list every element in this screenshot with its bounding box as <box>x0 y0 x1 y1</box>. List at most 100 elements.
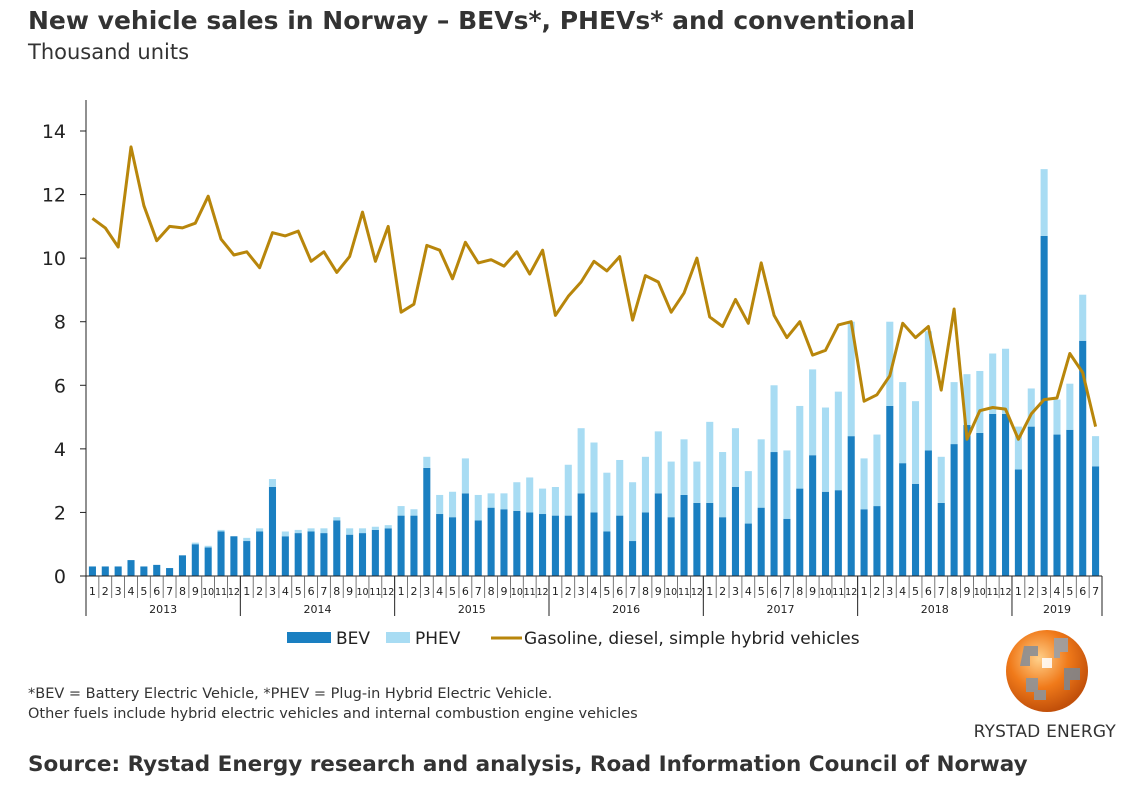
x-tick-label: 7 <box>938 585 945 598</box>
x-tick-label: 6 <box>308 585 315 598</box>
bar-bev <box>358 533 367 576</box>
bar-bev <box>1066 429 1074 576</box>
bar-bev <box>436 514 444 576</box>
bar-phev <box>243 537 251 542</box>
x-tick-label: 6 <box>462 585 469 598</box>
bar-phev <box>526 477 534 513</box>
bar-bev <box>114 566 122 576</box>
x-tick-label: 6 <box>616 585 623 598</box>
x-tick-label: 1 <box>243 585 250 598</box>
x-tick-label: 1 <box>1015 585 1022 598</box>
bar-phev <box>911 401 920 484</box>
bar-bev <box>834 490 842 576</box>
bar-bev <box>384 528 392 576</box>
bar-bev <box>346 534 354 576</box>
x-tick-label: 7 <box>1092 585 1099 598</box>
bar-bev <box>989 413 997 576</box>
x-tick-label: 4 <box>745 585 752 598</box>
bar-bev <box>153 564 161 576</box>
bar-bev <box>783 518 791 576</box>
bar-phev <box>809 369 817 456</box>
bar-bev <box>616 515 624 576</box>
x-tick-label: 8 <box>951 585 958 598</box>
bar-phev <box>461 458 469 494</box>
bar-phev <box>937 456 945 503</box>
bar-bev <box>847 436 855 576</box>
x-tick-label: 9 <box>346 585 353 598</box>
x-tick-label: 7 <box>166 585 173 598</box>
bar-bev <box>937 502 945 576</box>
bar-phev <box>1053 399 1061 435</box>
y-tick-label: 14 <box>42 121 66 143</box>
x-tick-label: 1 <box>706 585 713 598</box>
bar-bev <box>1002 413 1010 576</box>
bar-phev <box>706 421 714 503</box>
bar-phev <box>1040 169 1048 236</box>
bar-phev <box>989 353 997 414</box>
bar-bev <box>140 566 148 576</box>
x-tick-label: 9 <box>655 585 662 598</box>
bar-bev <box>474 520 482 576</box>
x-tick-label: 2 <box>102 585 109 598</box>
x-tick-label: 12 <box>537 587 549 598</box>
bar-bev <box>281 536 289 576</box>
x-tick-label: 2 <box>410 585 417 598</box>
bar-phev <box>641 456 649 513</box>
footnote-abbreviations: *BEV = Battery Electric Vehicle, *PHEV =… <box>28 686 553 702</box>
bar-phev <box>500 493 508 510</box>
x-tick-label: 6 <box>1079 585 1086 598</box>
bar-bev <box>397 515 405 576</box>
bar-phev <box>1092 436 1100 467</box>
bar-bev <box>757 507 765 576</box>
x-tick-label: 7 <box>783 585 790 598</box>
bar-phev <box>307 528 315 532</box>
bar-bev <box>101 566 109 576</box>
source-note: Source: Rystad Energy research and analy… <box>28 752 1028 777</box>
bar-bev <box>911 483 920 576</box>
x-tick-label: 10 <box>665 587 677 598</box>
footnote-other-fuels: Other fuels include hybrid electric vehi… <box>28 706 638 722</box>
x-tick-label: 12 <box>691 587 703 598</box>
x-tick-label: 1 <box>861 585 868 598</box>
bar-phev <box>1014 426 1022 470</box>
x-tick-label: 7 <box>475 585 482 598</box>
bar-phev <box>616 459 624 516</box>
bar-phev <box>410 509 418 516</box>
bar-phev <box>629 482 637 542</box>
legend-label-phev: PHEV <box>415 629 461 649</box>
bar-phev <box>191 542 199 545</box>
bar-phev <box>256 528 264 532</box>
bar-bev <box>564 515 572 576</box>
bar-bev <box>731 487 740 576</box>
x-tick-label: 11 <box>987 587 999 598</box>
bar-phev <box>436 494 444 515</box>
bar-phev <box>821 407 830 492</box>
bar-bev <box>770 452 778 576</box>
chart-subtitle: Thousand units <box>28 40 190 64</box>
bar-bev <box>886 405 894 576</box>
y-tick-label: 6 <box>54 375 66 397</box>
bar-bev <box>976 432 984 576</box>
x-tick-label: 7 <box>320 585 327 598</box>
x-tick-label: 6 <box>771 585 778 598</box>
bar-phev <box>899 382 907 464</box>
x-tick-label: 3 <box>115 585 122 598</box>
x-tick-label: 12 <box>228 587 240 598</box>
bar-phev <box>539 488 547 515</box>
legend-swatch-phev <box>386 632 410 643</box>
x-year-label: 2017 <box>766 603 794 616</box>
bar-bev <box>307 531 315 576</box>
bar-bev <box>963 425 971 576</box>
bar-bev <box>1092 466 1100 576</box>
bar-phev <box>564 464 572 516</box>
bar-bev <box>204 547 212 576</box>
x-tick-label: 9 <box>809 585 816 598</box>
bar-bev <box>821 491 830 576</box>
bar-bev <box>256 531 264 576</box>
bar-bev <box>719 517 727 576</box>
x-tick-label: 5 <box>912 585 919 598</box>
bar-bev <box>513 510 521 576</box>
bar-bev <box>1040 235 1048 576</box>
